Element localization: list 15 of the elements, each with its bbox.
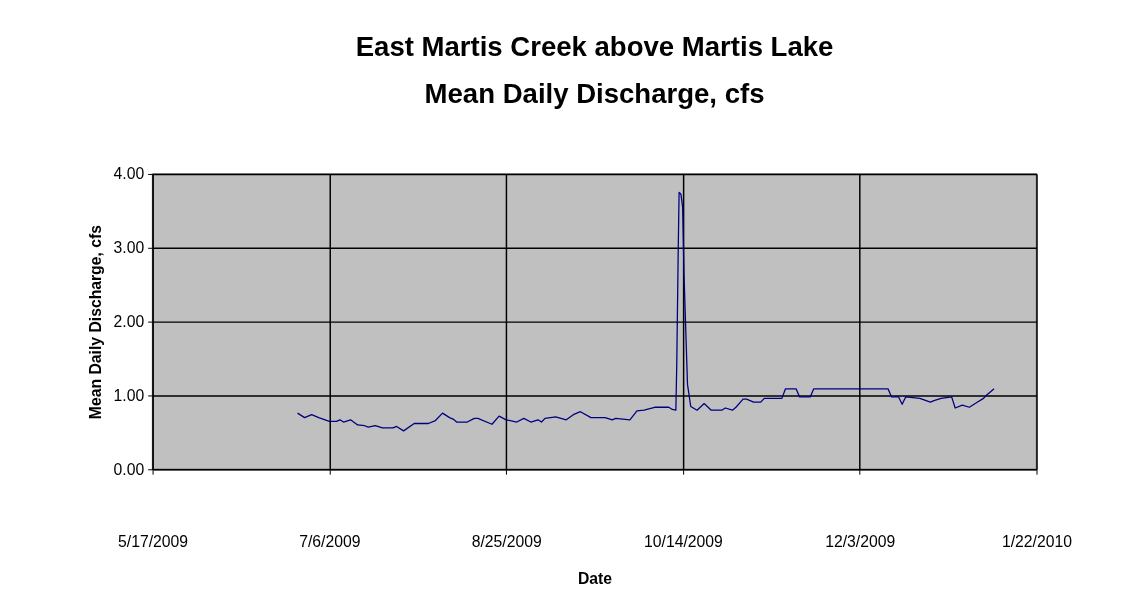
y-axis-title: Mean Daily Discharge, cfs (86, 224, 104, 420)
y-tick-label: 3.00 (113, 239, 145, 257)
y-tick-label: 2.00 (113, 313, 145, 331)
line-series (296, 191, 995, 432)
x-axis-title: Date (577, 569, 613, 587)
x-tick-label: 1/22/2010 (1002, 532, 1073, 550)
y-tick-label: 0.00 (113, 460, 145, 478)
x-tick-label: 10/14/2009 (644, 532, 723, 550)
x-tick-label: 8/25/2009 (471, 532, 542, 550)
x-tick-label: 5/17/2009 (118, 532, 189, 550)
x-tick-label: 7/6/2009 (299, 532, 361, 550)
x-tick-label: 12/3/2009 (825, 532, 896, 550)
chart-title: East Martis Creek above Martis Lake Mean Daily Discharge, cfs (355, 30, 834, 110)
y-tick-label: 1.00 (113, 386, 145, 404)
y-tick-label: 4.00 (113, 165, 145, 183)
